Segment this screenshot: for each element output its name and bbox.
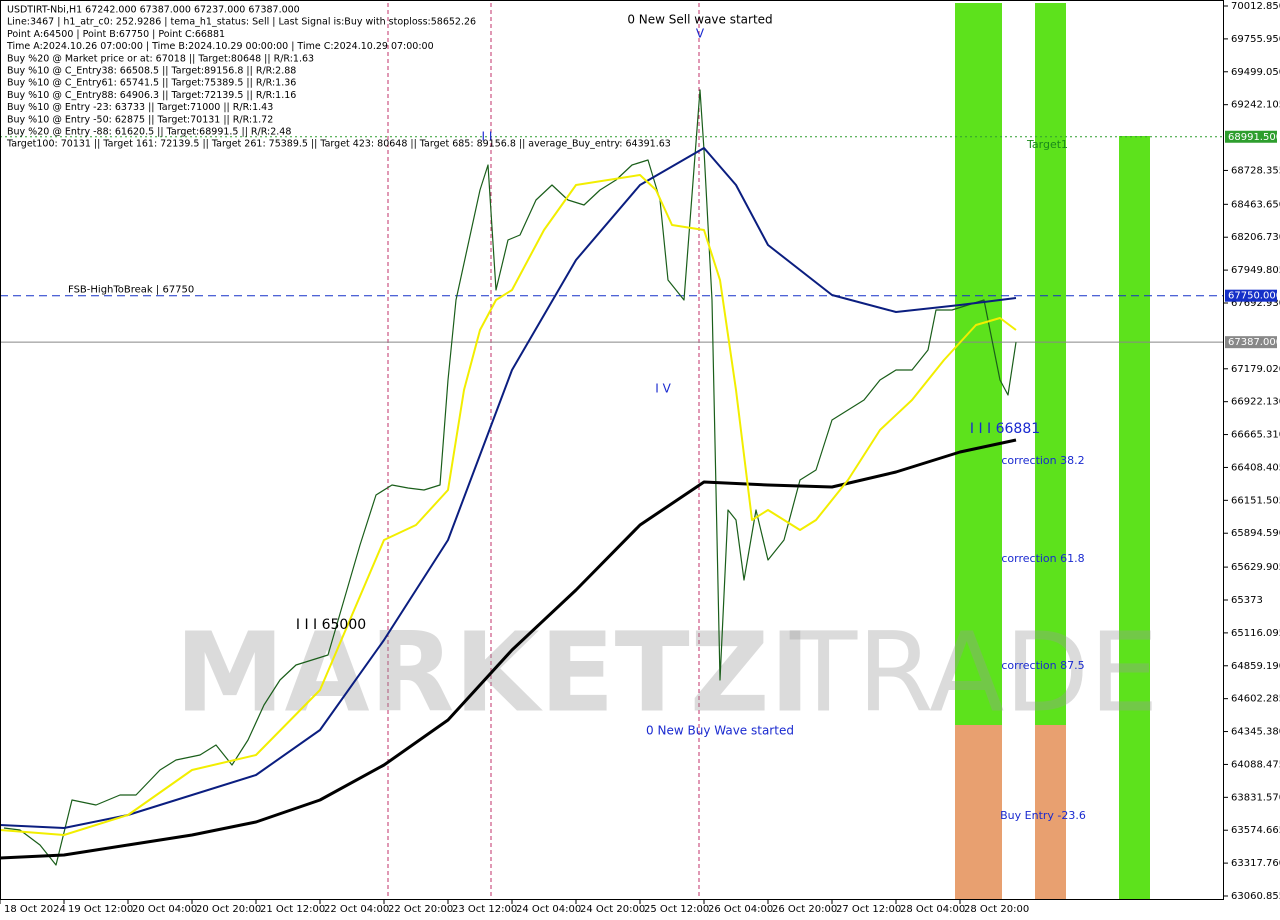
- info-line: Buy %10 @ C_Entry61: 65741.5 || Target:7…: [7, 78, 296, 89]
- y-tick-label: 63060.855: [1231, 891, 1280, 902]
- level-tag-label: 67387.000: [1228, 337, 1280, 348]
- y-tick-label: 64088.475: [1231, 759, 1280, 770]
- x-tick-label: 18 Oct 2024: [4, 904, 66, 915]
- y-tick-label: 63574.665: [1231, 825, 1280, 836]
- watermark: TRADE: [789, 608, 1159, 736]
- zone-green: [955, 3, 1002, 725]
- annotation: I I I 66881: [970, 421, 1040, 437]
- x-tick-label: 19 Oct 12:00: [68, 904, 133, 915]
- x-tick-label: 24 Oct 20:00: [580, 904, 645, 915]
- x-tick-label: 28 Oct 20:00: [964, 904, 1029, 915]
- annotation: V: [696, 27, 705, 41]
- annotation: I I: [482, 130, 493, 144]
- y-tick-label: 67949.805: [1231, 265, 1280, 276]
- level-tag: [1225, 130, 1277, 143]
- info-panel: USDTIRT-Nbi,H1 67242.000 67387.000 67237…: [6, 5, 671, 150]
- x-tick-label: 20 Oct 20:00: [196, 904, 261, 915]
- plot: Target1 FSB-HighToBreak | 67750 0 New Sell…: [0, 13, 1224, 866]
- price-line: [0, 438, 1017, 860]
- x-tick-label: 21 Oct 12:00: [260, 904, 325, 915]
- info-line: Point A:64500 | Point B:67750 | Point C:…: [7, 29, 225, 40]
- x-tick-label: 24 Oct 04:00: [516, 904, 581, 915]
- level-tag: [1225, 336, 1277, 349]
- x-tick-label: 22 Oct 20:00: [388, 904, 453, 915]
- info-line: Buy %10 @ C_Entry38: 66508.5 || Target:8…: [7, 66, 296, 77]
- info-line: Line:3467 | h1_atr_c0: 252.9286 | tema_h…: [7, 17, 476, 28]
- x-tick-label: 25 Oct 12:00: [644, 904, 709, 915]
- zone-green: [1119, 136, 1150, 900]
- price-line: [0, 174, 1017, 836]
- annotation: 0 New Buy Wave started: [646, 724, 794, 738]
- y-tick-label: 65894.590: [1231, 528, 1280, 539]
- y-tick-label: 69499.050: [1231, 67, 1280, 78]
- y-tick-label: 63831.570: [1231, 792, 1280, 803]
- y-tick-label: 67179.020: [1231, 364, 1280, 375]
- y-tick-label: 66922.130: [1231, 397, 1280, 408]
- y-tick-label: 69242.105: [1231, 100, 1280, 111]
- x-tick-label: 26 Oct 04:00: [708, 904, 773, 915]
- y-tick-label: 66151.505: [1231, 495, 1280, 506]
- x-tick-label: 23 Oct 12:00: [452, 904, 517, 915]
- info-line: Target100: 70131 || Target 161: 72139.5 …: [6, 139, 671, 150]
- level-tag: [1225, 289, 1277, 302]
- price-line: [0, 147, 1017, 829]
- level-tag-label: 67750.000: [1228, 291, 1280, 302]
- x-tick-label: 22 Oct 04:00: [324, 904, 389, 915]
- y-tick-label: 64345.380: [1231, 727, 1280, 738]
- info-line: Buy %10 @ C_Entry88: 64906.3 || Target:7…: [7, 90, 296, 101]
- info-line: Buy %10 @ Entry -50: 62875 || Target:701…: [7, 114, 273, 125]
- info-line: USDTIRT-Nbi,H1 67242.000 67387.000 67237…: [7, 5, 300, 16]
- y-tick-label: 64602.285: [1231, 694, 1280, 705]
- y-tick-label: 65629.905: [1231, 562, 1280, 573]
- y-tick-label: 65116.095: [1231, 628, 1280, 639]
- y-tick-label: 67692.930: [1231, 298, 1280, 309]
- y-tick-label: 68728.355: [1231, 165, 1280, 176]
- y-tick-label: 66408.405: [1231, 462, 1280, 473]
- plot-frame: [0, 0, 1224, 900]
- y-tick-label: 63317.760: [1231, 858, 1280, 869]
- y-tick-label: 66665.310: [1231, 430, 1280, 441]
- info-line: Buy %20 @ Entry -88: 61620.5 || Target:6…: [7, 127, 291, 138]
- y-tick-label: 70012.850: [1231, 1, 1280, 12]
- y-tick-label: 69755.950: [1231, 34, 1280, 45]
- level-text: Target1: [1026, 138, 1068, 151]
- y-tick-label: 65373: [1231, 595, 1263, 606]
- annotation: Buy Entry -23.6: [1000, 809, 1086, 822]
- annotation: I I I 65000: [296, 617, 366, 633]
- level-text: FSB-HighToBreak | 67750: [68, 285, 194, 296]
- x-tick-label: 20 Oct 04:00: [132, 904, 197, 915]
- info-line: Time A:2024.10.26 07:00:00 | Time B:2024…: [6, 41, 434, 52]
- annotation: correction 61.8: [1001, 552, 1084, 565]
- info-line: Buy %20 @ Market price or at: 67018 || T…: [7, 53, 314, 64]
- zone-orange: [1035, 725, 1066, 900]
- annotation: correction 38.2: [1001, 454, 1084, 467]
- y-tick-label: 64859.190: [1231, 661, 1280, 672]
- zone-green: [1035, 3, 1066, 725]
- x-tick-label: 26 Oct 20:00: [772, 904, 837, 915]
- x-tick-label: 27 Oct 12:00: [836, 904, 901, 915]
- level-tag-label: 68991.500: [1228, 132, 1280, 143]
- zone-orange: [955, 725, 1002, 900]
- y-tick-label: 68206.730: [1231, 232, 1280, 243]
- x-tick-label: 28 Oct 04:00: [900, 904, 965, 915]
- y-tick-label: 68463.650: [1231, 199, 1280, 210]
- annotation: I V: [655, 382, 671, 396]
- annotation: correction 87.5: [1001, 659, 1084, 672]
- info-line: Buy %10 @ Entry -23: 63733 || Target:710…: [7, 102, 273, 113]
- annotation: 0 New Sell wave started: [627, 13, 772, 27]
